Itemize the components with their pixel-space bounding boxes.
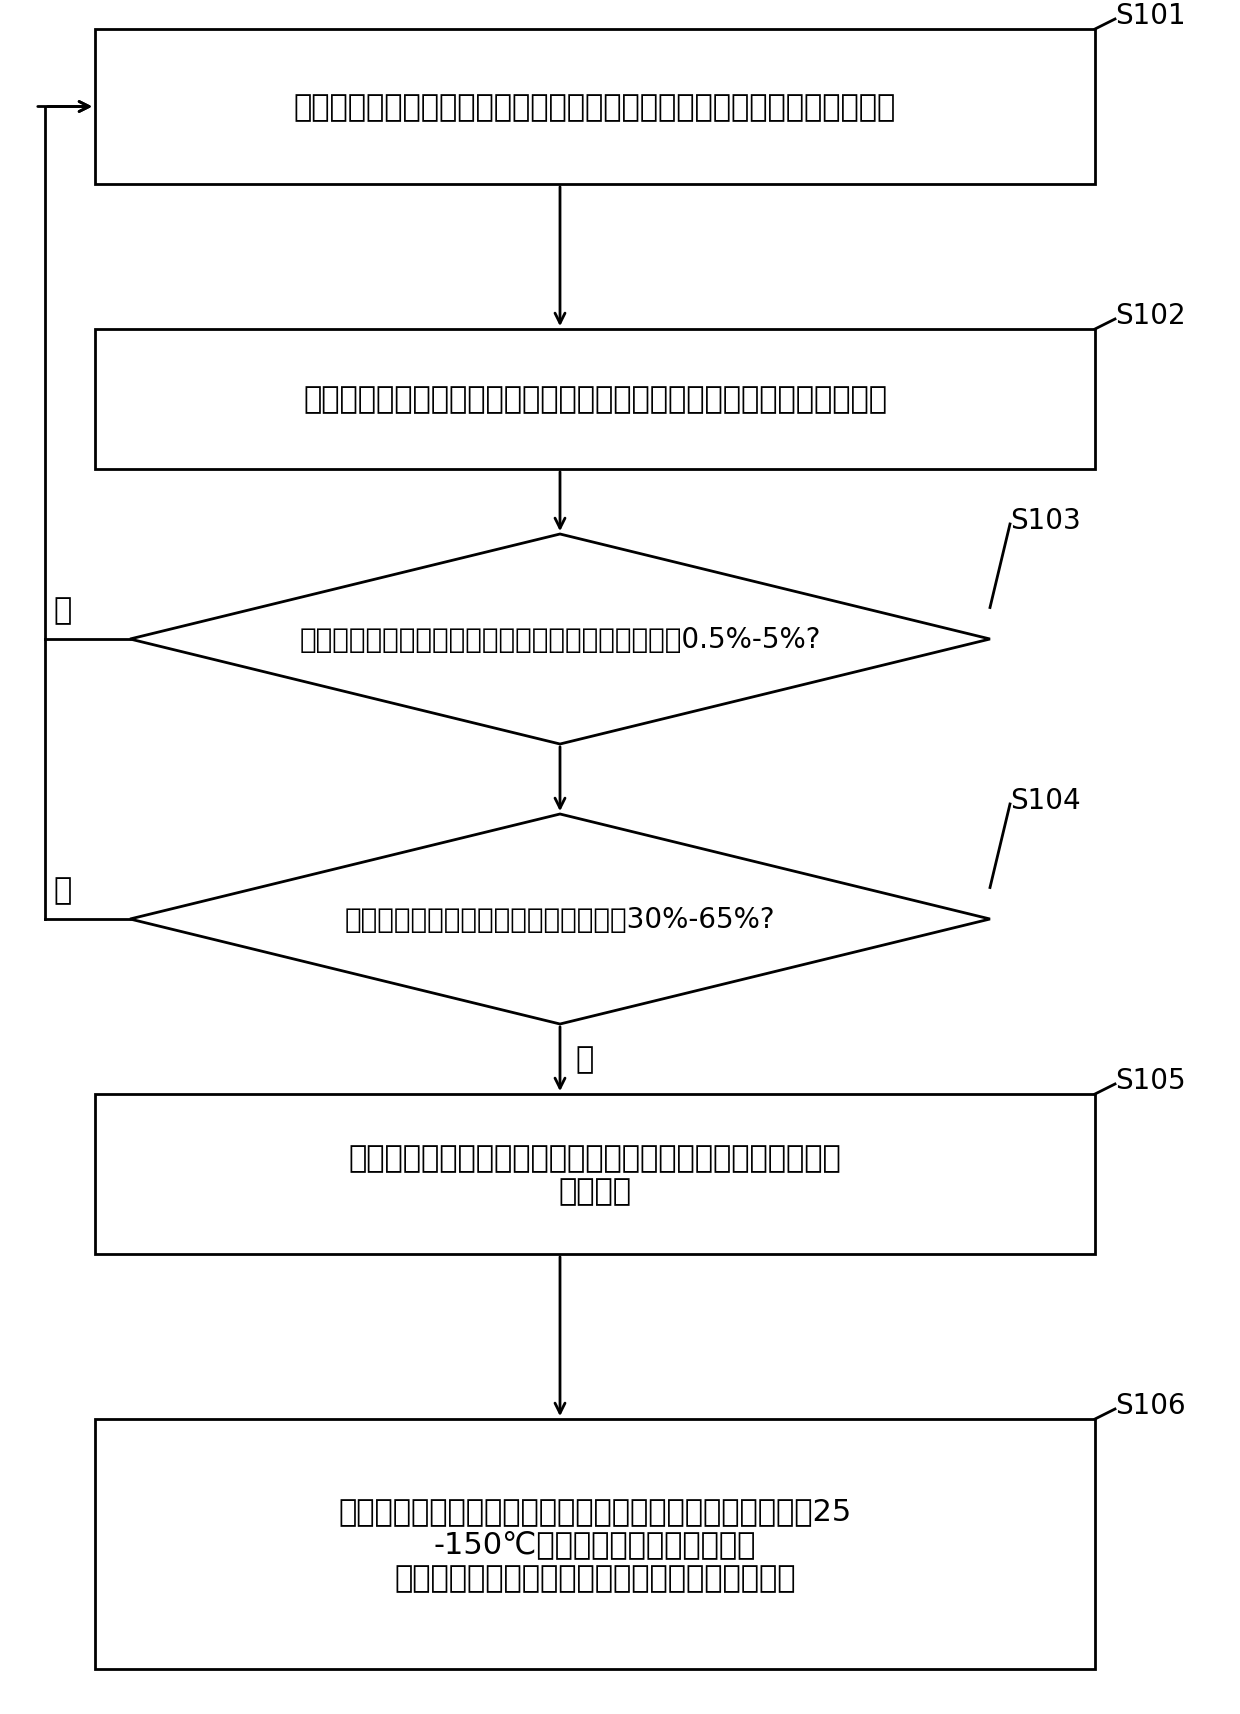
Polygon shape xyxy=(130,814,990,1025)
Text: 向含磷废水加入含钙碱性化合物进行中和，得到磷酸钙盐和卤化钙的混合物: 向含磷废水加入含钙碱性化合物进行中和，得到磷酸钙盐和卤化钙的混合物 xyxy=(294,93,897,122)
Text: 否: 否 xyxy=(53,876,71,905)
Bar xyxy=(95,1419,1095,1669)
Text: 收集得到的磷酸钙盐沉淀，将磷酸钙盐沉淀与卤化铝混合在25
-150℃的条件下发生复分解反应，
过滤、干燥，得到磷酸铝盐阻燃剂和卤化钙水溶液: 收集得到的磷酸钙盐沉淀，将磷酸钙盐沉淀与卤化铝混合在25 -150℃的条件下发生… xyxy=(339,1496,852,1592)
Text: S106: S106 xyxy=(1115,1392,1185,1419)
Text: S102: S102 xyxy=(1115,302,1185,329)
Text: S101: S101 xyxy=(1115,2,1185,29)
Text: S105: S105 xyxy=(1115,1066,1185,1094)
Text: 洗消塔中新吸收的卤代磷化合物的吸收量是否为水的0.5%-5%?: 洗消塔中新吸收的卤代磷化合物的吸收量是否为水的0.5%-5%? xyxy=(299,626,821,653)
Bar xyxy=(95,1094,1095,1255)
Text: 是: 是 xyxy=(575,1046,593,1075)
Text: 浓缩卤化钙盐溶液除去大部分水，降温固化，得到副产品卤化
钙水合物: 浓缩卤化钙盐溶液除去大部分水，降温固化，得到副产品卤化 钙水合物 xyxy=(348,1143,842,1205)
Text: S103: S103 xyxy=(1011,507,1081,535)
Text: 卤化钙盐溶液中的卤化钙浓度是否达到30%-65%?: 卤化钙盐溶液中的卤化钙浓度是否达到30%-65%? xyxy=(345,905,775,934)
Bar xyxy=(95,29,1095,185)
Bar xyxy=(95,329,1095,470)
Text: 过滤干燥磷酸钙盐和卤化钙的混合物，得到磷酸钙盐沉淀和卤化钙盐溶液: 过滤干燥磷酸钙盐和卤化钙的混合物，得到磷酸钙盐沉淀和卤化钙盐溶液 xyxy=(303,386,887,415)
Text: S104: S104 xyxy=(1011,787,1080,814)
Polygon shape xyxy=(130,535,990,744)
Text: 是: 是 xyxy=(53,596,71,624)
